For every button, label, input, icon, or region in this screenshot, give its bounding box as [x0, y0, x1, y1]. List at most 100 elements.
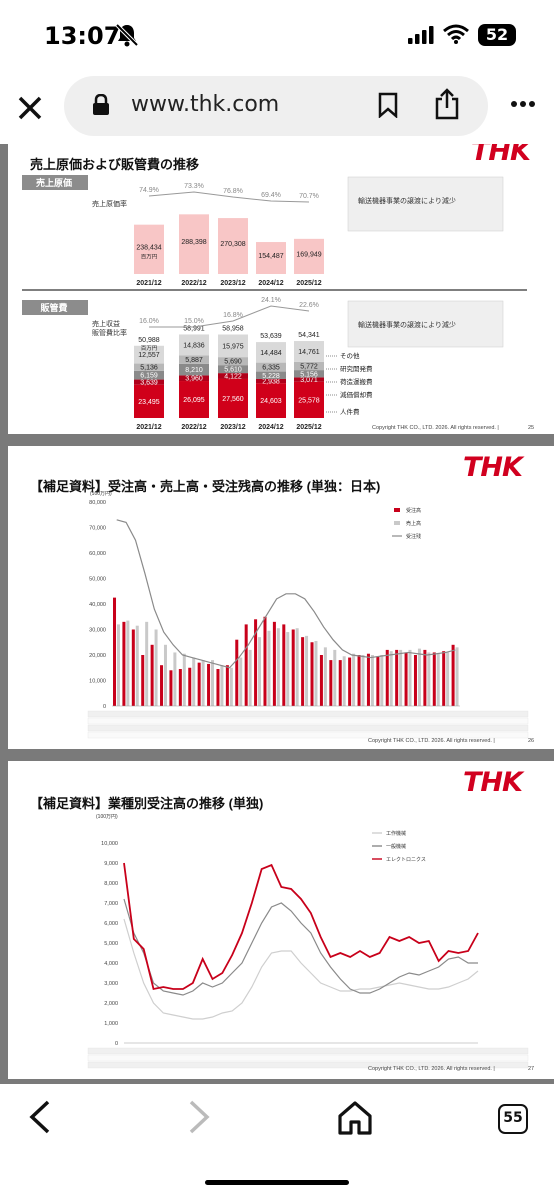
sales-bar [417, 648, 421, 706]
copyright: Copyright THK CO., LTD. 2026. All rights… [368, 1066, 495, 1072]
tab-switcher-button[interactable]: 55 [498, 1104, 528, 1134]
sales-bar [295, 628, 299, 706]
bell-slash-icon [115, 23, 139, 47]
sga-bar-segment [218, 334, 248, 358]
orders-bar [432, 652, 436, 706]
bookmark-icon[interactable] [378, 92, 398, 118]
orders-bar [141, 655, 145, 706]
sga-bar-segment [256, 371, 286, 379]
sales-bar [126, 620, 130, 706]
cost-bar [256, 242, 286, 274]
sga-bar-segment [134, 384, 164, 418]
sales-bar [145, 621, 149, 706]
sga-bar-segment [256, 383, 286, 418]
sales-bar [248, 649, 252, 706]
sales-bar [352, 653, 356, 706]
y-tick-label: 40,000 [89, 602, 106, 608]
y-tick-label: 8,000 [104, 881, 118, 887]
data-table-row [87, 1061, 529, 1069]
sales-bar [436, 653, 440, 706]
y-tick-label: 1,000 [104, 1021, 118, 1027]
sga-value-label: 24,603 [260, 398, 282, 405]
sga-total-label: 50,988 [138, 337, 160, 344]
sga-total-label: 53,639 [260, 333, 282, 340]
sga-value-label: 14,836 [183, 342, 205, 349]
orders-bar [160, 665, 164, 706]
legend-swatch [394, 521, 400, 525]
close-icon[interactable] [14, 92, 46, 124]
category-label: 2022/12 [181, 280, 206, 287]
copyright: Copyright THK CO., LTD. 2026. All rights… [372, 425, 499, 431]
cost-rate-label: 69.4% [261, 192, 281, 199]
orders-bar [442, 651, 446, 706]
sga-bar-segment [134, 379, 164, 385]
orders-bar [169, 670, 173, 706]
sales-bar [446, 652, 450, 706]
orders-bar [131, 629, 135, 706]
thk-logo: THK [471, 144, 531, 167]
legend-label: エレクトロニクス [386, 857, 426, 863]
sga-value-label: 15,975 [222, 343, 244, 350]
sga-value-label: 25,578 [298, 397, 320, 404]
y-tick-label: 10,000 [89, 679, 106, 685]
orders-bar [244, 624, 248, 706]
y-tick-label: 3,000 [104, 981, 118, 987]
sga-value-label: 23,495 [138, 399, 160, 406]
slide-title: 売上原価および販管費の推移 [30, 157, 200, 172]
share-icon[interactable] [434, 88, 460, 120]
sga-rate-line [149, 305, 310, 328]
cost-rate-label: 73.3% [184, 183, 204, 190]
url-text[interactable]: www.thk.com [131, 92, 280, 117]
cost-value-label: 270,308 [220, 241, 245, 248]
y-tick-label: 60,000 [89, 551, 106, 557]
sales-bar [333, 649, 337, 706]
sga-bar-segment [218, 365, 248, 374]
cost-value-label: 288,398 [181, 239, 206, 246]
thk-logo: THK [463, 767, 523, 798]
sales-bar [361, 655, 365, 706]
data-table-row [87, 724, 529, 732]
sga-bar-segment [256, 342, 286, 363]
page-number: 26 [528, 738, 535, 744]
industry-orders-chart: (100万円) 10,000 9,000 8,000 7,000 6,000 5,000 4… [87, 814, 529, 1069]
category-label: 2023/12 [220, 424, 245, 431]
sales-bar [135, 625, 139, 706]
back-icon[interactable] [26, 1100, 56, 1134]
legend-label: 減価償却費 [340, 390, 373, 399]
sga-bar-segment [218, 373, 248, 379]
sga-bar-segment [179, 355, 209, 364]
legend-swatch [394, 508, 400, 512]
status-bar: 13:07 52 [0, 0, 554, 70]
sga-value-label: 5,887 [185, 357, 203, 364]
sga-total-label: 54,341 [298, 332, 320, 339]
y-tick-label: 0 [115, 1041, 118, 1047]
slide-title: 【補足資料】受注高・売上高・受注残高の推移 (単独：日本) [30, 479, 381, 494]
more-options-icon[interactable] [510, 100, 536, 108]
cost-rate-label: 70.7% [299, 193, 319, 200]
orders-bar [357, 655, 361, 706]
sales-bar [389, 651, 393, 706]
page-number: 25 [528, 425, 535, 431]
cost-bar [294, 238, 324, 274]
note-box-2: 輸送機器事業の譲渡により減少 [358, 320, 456, 329]
home-icon[interactable] [336, 1100, 374, 1136]
backlog-line [116, 519, 456, 669]
sga-value-label: 5,690 [224, 359, 242, 366]
orders-bar [319, 655, 323, 706]
sales-bar [342, 656, 346, 706]
sales-bar [154, 629, 158, 706]
forward-icon[interactable] [183, 1100, 213, 1134]
orders-bar [178, 669, 182, 706]
category-label: 2024/12 [258, 280, 283, 287]
category-label: 2024/12 [258, 424, 283, 431]
sga-bar-segment [218, 378, 248, 418]
y-tick-label: 4,000 [104, 961, 118, 967]
address-bar[interactable]: www.thk.com [64, 76, 488, 136]
sga-value-label: 5,228 [262, 373, 280, 380]
sga-bar-segment [294, 341, 324, 362]
category-label: 2025/12 [296, 280, 321, 287]
orders-bar [385, 649, 389, 706]
page-content[interactable]: 売上原価および販管費の推移 THK 売上原価 売上原価率 輸送機器事業の譲渡によ… [0, 144, 554, 1084]
y-tick-label: 7,000 [104, 901, 118, 907]
y-tick-label: 5,000 [104, 941, 118, 947]
